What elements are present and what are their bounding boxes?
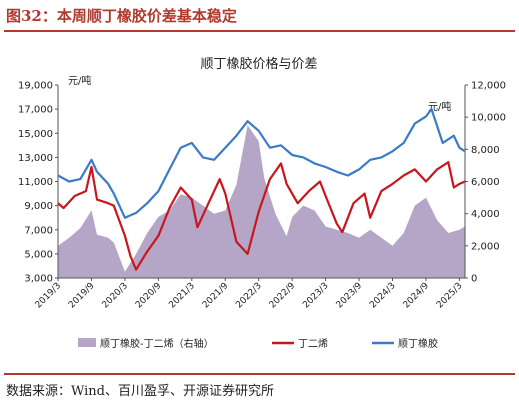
right-y-tick-label: 8,000 xyxy=(471,145,500,156)
legend-label-spread: 顺丁橡胶-丁二烯（右轴） xyxy=(100,337,214,350)
left-y-tick-label: 19,000 xyxy=(18,81,53,92)
legend-label-butadiene: 丁二烯 xyxy=(298,337,328,350)
price-spread-chart: 顺丁橡胶价格与价差 元/吨 元/吨 3,000 5,000 7,000 9,000 11… xyxy=(18,56,506,350)
x-tick-label: 2021/9 xyxy=(201,281,231,311)
data-source-note: 数据来源：Wind、百川盈孚、开源证券研究所 xyxy=(6,384,274,399)
x-tick-label: 2022/9 xyxy=(268,281,298,311)
left-y-tick-label: 9,000 xyxy=(24,201,53,212)
x-tick-label: 2024/3 xyxy=(368,281,397,310)
right-y-tick-label: 2,000 xyxy=(471,241,500,252)
right-y-tick-label: 12,000 xyxy=(471,81,506,92)
legend-label-brbr: 顺丁橡胶 xyxy=(398,337,438,350)
legend-swatch-spread xyxy=(78,338,96,347)
butadiene-price-line xyxy=(57,161,466,271)
left-y-tick-label: 5,000 xyxy=(24,249,53,260)
x-tick-label: 2025/3 xyxy=(435,281,464,310)
left-unit-label: 元/吨 xyxy=(68,74,91,87)
title-divider xyxy=(4,30,515,32)
left-y-tick-label: 13,000 xyxy=(18,153,53,164)
right-unit-label: 元/吨 xyxy=(428,100,451,113)
figure-title: 图32：本周顺丁橡胶价差基本稳定 xyxy=(6,7,237,25)
left-y-tick-label: 15,000 xyxy=(18,129,53,140)
left-y-tick-label: 3,000 xyxy=(24,274,53,285)
x-tick-label: 2021/3 xyxy=(167,281,196,310)
legend: 顺丁橡胶-丁二烯（右轴） 丁二烯 顺丁橡胶 xyxy=(78,337,438,350)
price-lines-layer xyxy=(57,108,466,271)
x-tick-label: 2020/9 xyxy=(134,281,164,311)
right-y-tick-label: 4,000 xyxy=(471,209,500,220)
x-tick-label: 2022/3 xyxy=(234,281,263,310)
brbr-price-line xyxy=(57,108,466,219)
right-y-tick-label: 10,000 xyxy=(471,113,506,124)
x-tick-label: 2019/3 xyxy=(34,281,63,310)
x-tick-label: 2023/9 xyxy=(335,281,365,311)
left-y-tick-label: 7,000 xyxy=(24,225,53,236)
x-tick-label: 2019/9 xyxy=(67,281,97,311)
right-y-tick-label: 6,000 xyxy=(471,177,500,188)
x-tick-label: 2024/9 xyxy=(402,281,432,311)
x-tick-label: 2023/3 xyxy=(301,281,330,310)
source-divider xyxy=(4,373,515,375)
left-y-tick-label: 11,000 xyxy=(18,177,53,188)
right-y-tick-label: 0 xyxy=(471,274,477,285)
left-y-tick-label: 17,000 xyxy=(18,105,53,116)
x-tick-label: 2020/3 xyxy=(101,281,130,310)
chart-title: 顺丁橡胶价格与价差 xyxy=(200,56,317,72)
